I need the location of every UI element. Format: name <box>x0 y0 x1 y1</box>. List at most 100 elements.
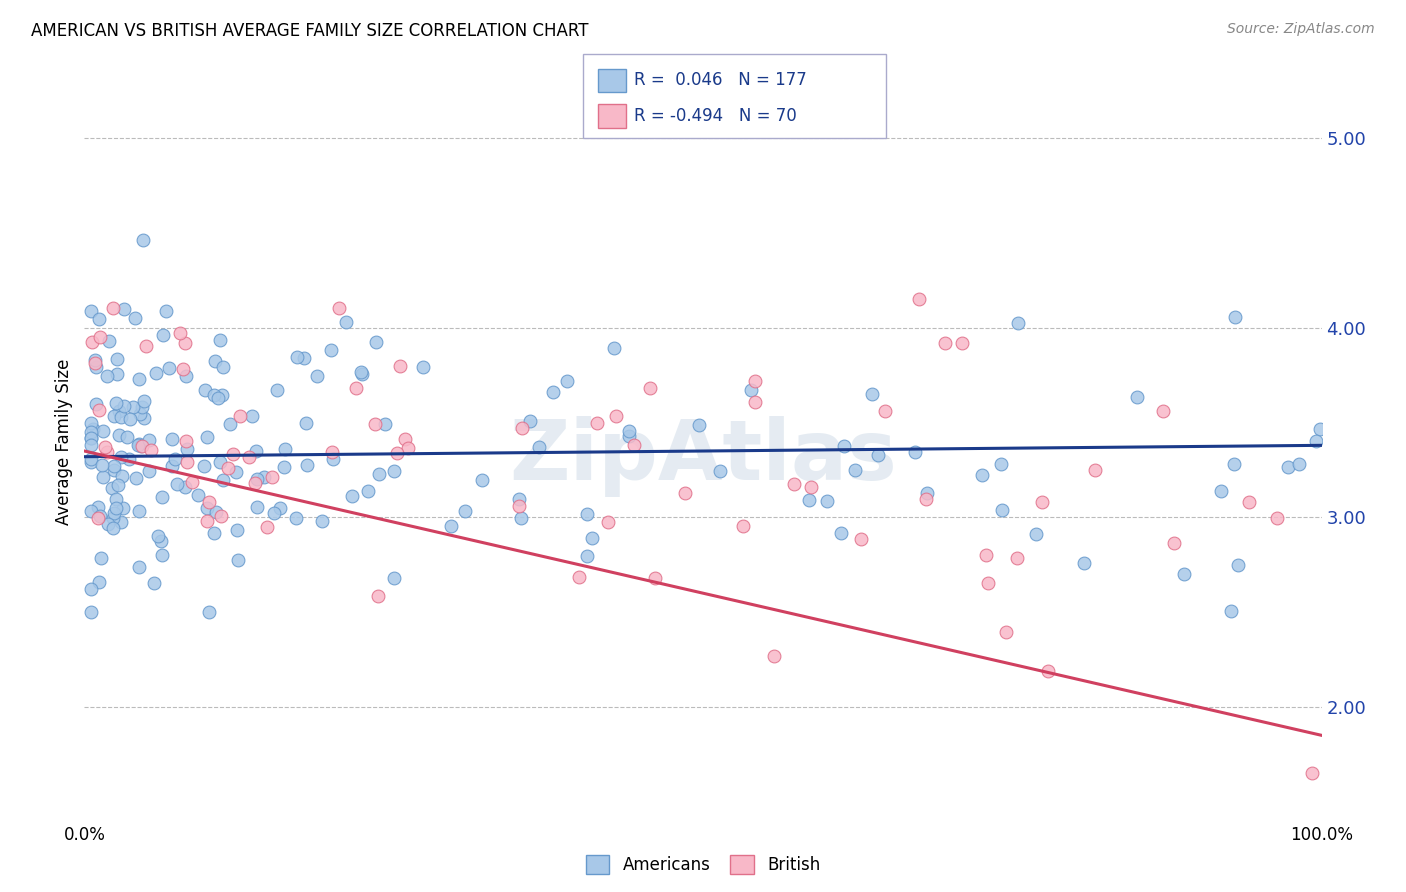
Point <box>305 369 328 384</box>
Point <box>915 486 938 500</box>
Text: AMERICAN VS BRITISH AVERAGE FAMILY SIZE CORRELATION CHART: AMERICAN VS BRITISH AVERAGE FAMILY SIZE … <box>31 22 589 40</box>
Point <box>508 499 530 513</box>
Point <box>581 531 603 545</box>
Point <box>1220 604 1243 618</box>
Point <box>93 470 115 484</box>
Point <box>89 574 111 589</box>
Point <box>195 430 218 444</box>
Point <box>367 589 389 603</box>
Point <box>117 430 139 444</box>
Point <box>80 416 103 430</box>
Point <box>162 459 184 474</box>
Legend: Americans, British: Americans, British <box>579 848 827 880</box>
Point <box>344 381 367 395</box>
Point <box>1209 484 1232 499</box>
Point <box>335 315 357 329</box>
Point <box>84 359 107 374</box>
Point <box>165 452 187 467</box>
Point <box>79 425 101 439</box>
Point <box>79 304 101 318</box>
Point <box>209 455 232 469</box>
Point <box>110 450 132 465</box>
Text: ZipAtlas: ZipAtlas <box>509 417 897 497</box>
Point <box>319 343 342 357</box>
Point <box>194 383 217 397</box>
Point <box>1073 556 1095 570</box>
Point <box>644 571 666 585</box>
Point <box>638 381 661 395</box>
Point <box>357 484 380 499</box>
Point <box>94 440 117 454</box>
Point <box>138 433 160 447</box>
Point <box>1309 422 1331 436</box>
Point <box>128 436 150 450</box>
Point <box>603 341 626 355</box>
Point <box>575 549 598 564</box>
Point <box>89 509 111 524</box>
Point <box>950 335 973 350</box>
Point <box>82 422 104 436</box>
Point <box>1301 766 1323 780</box>
Point <box>382 571 405 585</box>
Point <box>1152 404 1174 418</box>
Point <box>176 455 198 469</box>
Point <box>181 475 204 489</box>
Point <box>100 481 122 495</box>
Point <box>990 457 1012 471</box>
Point <box>246 472 269 486</box>
Point <box>972 468 994 483</box>
Point <box>991 503 1014 517</box>
Point <box>285 350 308 364</box>
Point <box>1125 390 1147 404</box>
Point <box>162 432 184 446</box>
Point <box>440 519 463 533</box>
Point <box>87 500 110 515</box>
Point <box>112 301 135 316</box>
Point <box>328 301 350 315</box>
Point <box>617 424 640 438</box>
Point <box>79 432 101 446</box>
Point <box>1223 458 1246 472</box>
Point <box>744 374 766 388</box>
Point <box>1226 558 1249 572</box>
Point <box>104 501 127 516</box>
Point <box>105 352 128 367</box>
Point <box>207 392 229 406</box>
Point <box>1265 511 1288 525</box>
Point <box>202 388 225 402</box>
Point <box>1277 460 1299 475</box>
Point <box>128 504 150 518</box>
Point <box>193 459 215 474</box>
Point <box>211 388 233 402</box>
Point <box>225 465 247 479</box>
Point <box>1163 536 1185 550</box>
Text: Source: ZipAtlas.com: Source: ZipAtlas.com <box>1227 22 1375 37</box>
Point <box>322 452 344 467</box>
Point <box>208 333 231 347</box>
Point <box>1031 495 1053 509</box>
Point <box>84 397 107 411</box>
Point <box>135 339 157 353</box>
Point <box>80 334 103 349</box>
Point <box>273 442 295 457</box>
Point <box>509 511 531 525</box>
Point <box>139 443 162 458</box>
Point <box>101 301 124 315</box>
Point <box>914 492 936 507</box>
Point <box>84 355 107 369</box>
Point <box>557 374 579 388</box>
Point <box>240 409 263 424</box>
Point <box>266 384 288 398</box>
Point <box>148 529 170 543</box>
Point <box>112 500 135 515</box>
Point <box>868 448 890 462</box>
Point <box>740 384 762 398</box>
Point <box>1288 457 1310 471</box>
Point <box>79 582 101 597</box>
Point <box>263 506 285 520</box>
Point <box>79 451 101 466</box>
Point <box>619 429 641 443</box>
Point <box>519 414 541 428</box>
Point <box>89 330 111 344</box>
Point <box>541 384 564 399</box>
